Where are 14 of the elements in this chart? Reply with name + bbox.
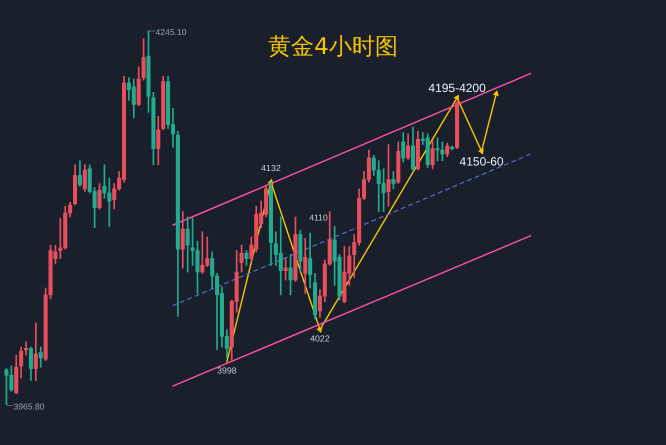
candlestick [386,144,391,207]
data-label: 4150-60 [460,154,504,169]
text: 4110 [309,212,328,222]
candlestick [24,341,28,356]
text: 4245.10 [155,26,187,37]
point [492,90,499,96]
chart-title: 黄金4小时图 [268,34,398,60]
point [478,148,484,155]
data-label: 3998 [217,366,237,376]
text: 3965.80 [13,401,45,412]
data-label: 4132 [261,163,281,174]
point [316,326,322,334]
data-label: 4195-4200 [428,80,486,95]
data-label: 4022 [310,333,330,344]
